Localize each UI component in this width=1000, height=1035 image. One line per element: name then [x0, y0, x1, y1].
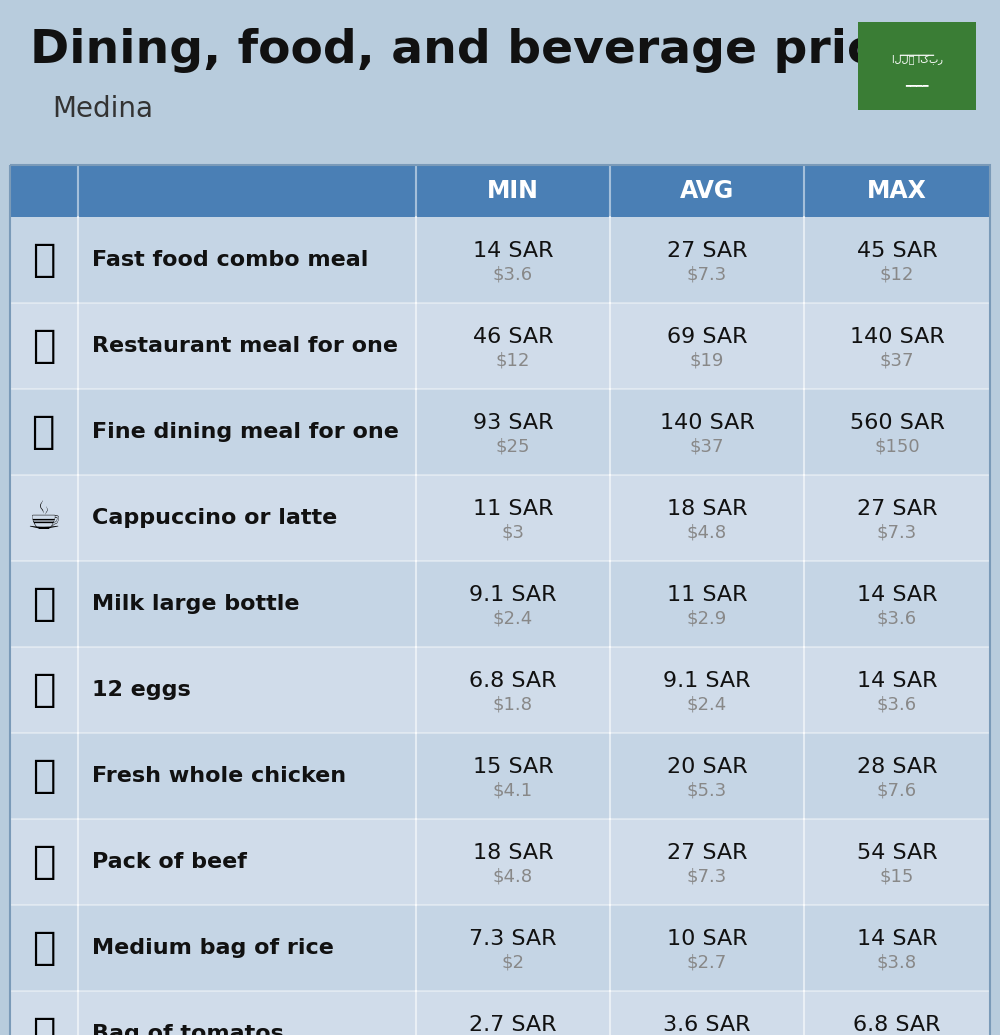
- Text: 11 SAR: 11 SAR: [667, 585, 747, 605]
- Text: $3: $3: [502, 524, 524, 542]
- Text: 140 SAR: 140 SAR: [850, 327, 944, 347]
- Text: $2: $2: [502, 954, 524, 972]
- Text: 🥛: 🥛: [32, 585, 56, 623]
- Text: $4.1: $4.1: [493, 782, 533, 800]
- Text: 3.6 SAR: 3.6 SAR: [663, 1015, 751, 1035]
- Text: Fast food combo meal: Fast food combo meal: [92, 250, 368, 270]
- Text: MIN: MIN: [487, 179, 539, 203]
- FancyBboxPatch shape: [10, 475, 990, 561]
- Text: 14 SAR: 14 SAR: [857, 585, 937, 605]
- Text: $19: $19: [690, 352, 724, 369]
- FancyBboxPatch shape: [10, 389, 990, 475]
- Text: 10 SAR: 10 SAR: [667, 929, 747, 949]
- Text: 🥚: 🥚: [32, 671, 56, 709]
- FancyBboxPatch shape: [10, 303, 990, 389]
- Text: 11 SAR: 11 SAR: [473, 499, 553, 519]
- Text: 46 SAR: 46 SAR: [473, 327, 553, 347]
- FancyBboxPatch shape: [858, 22, 976, 110]
- Text: 2.7 SAR: 2.7 SAR: [469, 1015, 557, 1035]
- Text: 6.8 SAR: 6.8 SAR: [853, 1015, 941, 1035]
- Text: 6.8 SAR: 6.8 SAR: [469, 671, 557, 691]
- Text: 27 SAR: 27 SAR: [857, 499, 937, 519]
- Text: 9.1 SAR: 9.1 SAR: [663, 671, 751, 691]
- Text: 15 SAR: 15 SAR: [473, 757, 553, 777]
- Text: 12 eggs: 12 eggs: [92, 680, 191, 700]
- Text: 7.3 SAR: 7.3 SAR: [469, 929, 557, 949]
- Text: Bag of tomatos: Bag of tomatos: [92, 1024, 284, 1035]
- Text: 14 SAR: 14 SAR: [473, 241, 553, 261]
- Text: 93 SAR: 93 SAR: [473, 413, 553, 433]
- Text: $7.3: $7.3: [877, 524, 917, 542]
- Text: $2.7: $2.7: [687, 954, 727, 972]
- FancyBboxPatch shape: [10, 819, 990, 905]
- Text: Medium bag of rice: Medium bag of rice: [92, 938, 334, 958]
- Text: 🍔: 🍔: [32, 241, 56, 279]
- Text: ━━━━━━━: ━━━━━━━: [900, 51, 934, 60]
- Text: $150: $150: [874, 438, 920, 456]
- Text: $7.3: $7.3: [687, 266, 727, 284]
- Text: $3.6: $3.6: [493, 266, 533, 284]
- FancyBboxPatch shape: [10, 990, 990, 1035]
- FancyBboxPatch shape: [10, 217, 990, 303]
- Text: 560 SAR: 560 SAR: [850, 413, 944, 433]
- Text: $37: $37: [880, 352, 914, 369]
- Text: MAX: MAX: [867, 179, 927, 203]
- Text: $5.3: $5.3: [687, 782, 727, 800]
- Text: Milk large bottle: Milk large bottle: [92, 594, 300, 614]
- Text: 🍚: 🍚: [32, 929, 56, 967]
- Text: 18 SAR: 18 SAR: [667, 499, 747, 519]
- Text: $7.3: $7.3: [687, 868, 727, 886]
- Text: 28 SAR: 28 SAR: [857, 757, 937, 777]
- Text: 🍗: 🍗: [32, 757, 56, 795]
- Text: $12: $12: [496, 352, 530, 369]
- Text: 9.1 SAR: 9.1 SAR: [469, 585, 557, 605]
- Text: ━━━━: ━━━━: [905, 81, 929, 90]
- Text: $37: $37: [690, 438, 724, 456]
- Text: $15: $15: [880, 868, 914, 886]
- Text: $3.6: $3.6: [877, 610, 917, 628]
- Text: 20 SAR: 20 SAR: [667, 757, 747, 777]
- Text: 🥩: 🥩: [32, 842, 56, 881]
- Text: $2.9: $2.9: [687, 610, 727, 628]
- FancyBboxPatch shape: [10, 647, 990, 733]
- Text: 18 SAR: 18 SAR: [473, 842, 553, 863]
- Text: Fresh whole chicken: Fresh whole chicken: [92, 766, 346, 786]
- FancyBboxPatch shape: [10, 733, 990, 819]
- Text: Dining, food, and beverage prices: Dining, food, and beverage prices: [30, 28, 935, 73]
- Text: $3.6: $3.6: [877, 696, 917, 714]
- Text: 14 SAR: 14 SAR: [857, 929, 937, 949]
- Text: $2.4: $2.4: [493, 610, 533, 628]
- Text: $2.4: $2.4: [687, 696, 727, 714]
- FancyBboxPatch shape: [10, 165, 990, 217]
- Text: $7.6: $7.6: [877, 782, 917, 800]
- Text: Fine dining meal for one: Fine dining meal for one: [92, 422, 399, 442]
- Text: 54 SAR: 54 SAR: [857, 842, 937, 863]
- Text: Pack of beef: Pack of beef: [92, 852, 247, 873]
- Text: ☕: ☕: [27, 499, 61, 537]
- FancyBboxPatch shape: [10, 905, 990, 990]
- Text: 140 SAR: 140 SAR: [660, 413, 754, 433]
- Text: $4.8: $4.8: [493, 868, 533, 886]
- FancyBboxPatch shape: [10, 561, 990, 647]
- Text: Medina: Medina: [52, 95, 153, 123]
- Text: 69 SAR: 69 SAR: [667, 327, 747, 347]
- Text: اللہ اکبر: اللہ اکبر: [892, 54, 942, 64]
- Text: $25: $25: [496, 438, 530, 456]
- Text: AVG: AVG: [680, 179, 734, 203]
- Text: 🍽️: 🍽️: [32, 413, 56, 451]
- Text: 45 SAR: 45 SAR: [857, 241, 937, 261]
- Text: 🍅: 🍅: [32, 1015, 56, 1035]
- Text: 27 SAR: 27 SAR: [667, 241, 747, 261]
- Text: 🍳: 🍳: [32, 327, 56, 365]
- Text: $1.8: $1.8: [493, 696, 533, 714]
- Text: Cappuccino or latte: Cappuccino or latte: [92, 508, 337, 528]
- Text: $3.8: $3.8: [877, 954, 917, 972]
- Text: $4.8: $4.8: [687, 524, 727, 542]
- Text: 27 SAR: 27 SAR: [667, 842, 747, 863]
- Text: $12: $12: [880, 266, 914, 284]
- Text: 14 SAR: 14 SAR: [857, 671, 937, 691]
- Text: Restaurant meal for one: Restaurant meal for one: [92, 336, 398, 356]
